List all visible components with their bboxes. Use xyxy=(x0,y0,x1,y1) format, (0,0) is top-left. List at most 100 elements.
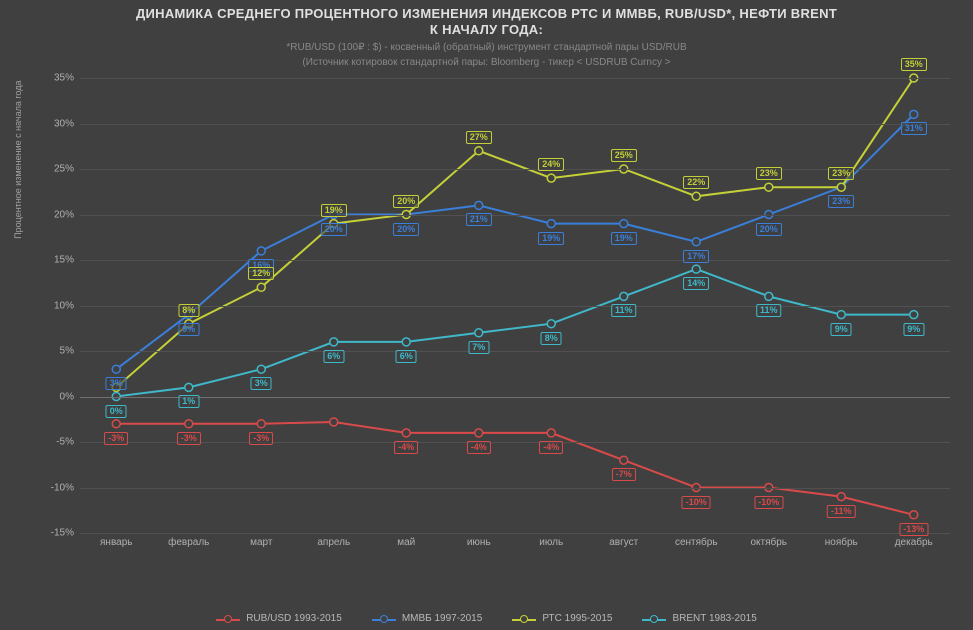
point-label-brent: 14% xyxy=(683,277,709,290)
xtick-label: март xyxy=(250,533,272,548)
legend-item-mmvb: ММВБ 1997-2015 xyxy=(372,613,483,624)
legend-label: РТС 1995-2015 xyxy=(542,613,612,624)
plot-area: -15%-10%-5%0%5%10%15%20%25%30%35%январьф… xyxy=(80,78,950,533)
ytick-label: -15% xyxy=(51,528,80,539)
series-marker-brent xyxy=(185,383,193,391)
legend-item-rtc: РТС 1995-2015 xyxy=(512,613,612,624)
series-marker-rtc xyxy=(257,283,265,291)
ytick-label: 35% xyxy=(54,73,80,84)
series-marker-rubusd xyxy=(112,420,120,428)
point-label-rubusd: -3% xyxy=(177,432,201,445)
series-marker-brent xyxy=(837,311,845,319)
point-label-mmvb: 31% xyxy=(901,122,927,135)
ytick-label: 0% xyxy=(60,391,80,402)
point-label-rubusd: -7% xyxy=(612,468,636,481)
series-marker-rubusd xyxy=(257,420,265,428)
chart-title-line2: К НАЧАЛУ ГОДА: xyxy=(0,22,973,38)
point-label-brent: 9% xyxy=(831,323,852,336)
legend-label: RUB/USD 1993-2015 xyxy=(246,613,342,624)
point-label-brent: 9% xyxy=(903,323,924,336)
point-label-brent: 11% xyxy=(756,304,782,317)
legend-swatch-icon xyxy=(512,614,536,624)
series-marker-mmvb xyxy=(547,220,555,228)
series-marker-rubusd xyxy=(475,429,483,437)
xtick-label: июнь xyxy=(467,533,491,548)
point-label-mmvb: 3% xyxy=(106,377,127,390)
series-marker-rubusd xyxy=(837,493,845,501)
point-label-mmvb: 20% xyxy=(756,223,782,236)
xtick-label: октябрь xyxy=(750,533,787,548)
point-label-brent: 6% xyxy=(323,350,344,363)
series-line-rubusd xyxy=(116,422,914,515)
ytick-label: 10% xyxy=(54,300,80,311)
point-label-rubusd: -10% xyxy=(682,496,711,509)
legend-label: ММВБ 1997-2015 xyxy=(402,613,483,624)
series-line-brent xyxy=(116,269,914,396)
point-label-rubusd: -3% xyxy=(104,432,128,445)
legend-swatch-icon xyxy=(372,614,396,624)
point-label-brent: 6% xyxy=(396,350,417,363)
xtick-label: сентябрь xyxy=(675,533,718,548)
series-marker-brent xyxy=(910,311,918,319)
point-label-rtc: 20% xyxy=(393,195,419,208)
series-marker-rubusd xyxy=(185,420,193,428)
legend-item-rubusd: RUB/USD 1993-2015 xyxy=(216,613,342,624)
series-marker-mmvb xyxy=(692,238,700,246)
point-label-rubusd: -13% xyxy=(899,523,928,536)
chart-subtitle-1: *RUB/USD (100₽ : $) - косвенный (обратны… xyxy=(0,41,973,54)
series-marker-rtc xyxy=(765,183,773,191)
point-label-rtc: 24% xyxy=(538,158,564,171)
gridline xyxy=(80,533,950,534)
series-marker-rubusd xyxy=(330,418,338,426)
legend-swatch-icon xyxy=(216,614,240,624)
point-label-mmvb: 21% xyxy=(466,213,492,226)
series-marker-brent xyxy=(257,365,265,373)
gridline xyxy=(80,306,950,307)
point-label-brent: 7% xyxy=(468,341,489,354)
point-label-mmvb: 20% xyxy=(321,223,347,236)
ytick-label: 5% xyxy=(60,346,80,357)
gridline xyxy=(80,169,950,170)
point-label-brent: 8% xyxy=(541,332,562,345)
series-marker-mmvb xyxy=(475,201,483,209)
ytick-label: -5% xyxy=(56,437,80,448)
point-label-mmvb: 23% xyxy=(828,195,854,208)
point-label-mmvb: 20% xyxy=(393,223,419,236)
point-label-mmvb: 9% xyxy=(178,323,199,336)
yaxis-title: Процентное изменение с начала года xyxy=(13,81,23,239)
series-marker-brent xyxy=(475,329,483,337)
gridline xyxy=(80,260,950,261)
title-block: ДИНАМИКА СРЕДНЕГО ПРОЦЕНТНОГО ИЗМЕНЕНИЯ … xyxy=(0,0,973,69)
point-label-rtc: 35% xyxy=(901,58,927,71)
series-marker-brent xyxy=(765,292,773,300)
point-label-rubusd: -11% xyxy=(827,505,856,518)
series-marker-mmvb xyxy=(620,220,628,228)
point-label-brent: 3% xyxy=(251,377,272,390)
series-marker-rtc xyxy=(547,174,555,182)
ytick-label: -10% xyxy=(51,482,80,493)
point-label-rtc: 12% xyxy=(248,267,274,280)
series-marker-brent xyxy=(620,292,628,300)
point-label-brent: 0% xyxy=(106,405,127,418)
xtick-label: ноябрь xyxy=(825,533,858,548)
gridline xyxy=(80,215,950,216)
series-marker-brent xyxy=(402,338,410,346)
ytick-label: 15% xyxy=(54,255,80,266)
series-marker-mmvb xyxy=(257,247,265,255)
series-marker-rtc xyxy=(837,183,845,191)
legend: RUB/USD 1993-2015 ММВБ 1997-2015 РТС 1995-… xyxy=(0,613,973,624)
ytick-label: 25% xyxy=(54,164,80,175)
gridline xyxy=(80,124,950,125)
point-label-rubusd: -4% xyxy=(467,441,491,454)
gridline xyxy=(80,488,950,489)
ytick-label: 30% xyxy=(54,118,80,129)
point-label-brent: 1% xyxy=(178,395,199,408)
point-label-mmvb: 19% xyxy=(538,232,564,245)
chart-subtitle-2: (Источник котировок стандартной пары: Bl… xyxy=(0,56,973,69)
xtick-label: август xyxy=(609,533,638,548)
series-marker-brent xyxy=(330,338,338,346)
legend-label: BRENT 1983-2015 xyxy=(672,613,756,624)
chart-container: ДИНАМИКА СРЕДНЕГО ПРОЦЕНТНОГО ИЗМЕНЕНИЯ … xyxy=(0,0,973,630)
point-label-rubusd: -4% xyxy=(539,441,563,454)
series-marker-rtc xyxy=(692,192,700,200)
